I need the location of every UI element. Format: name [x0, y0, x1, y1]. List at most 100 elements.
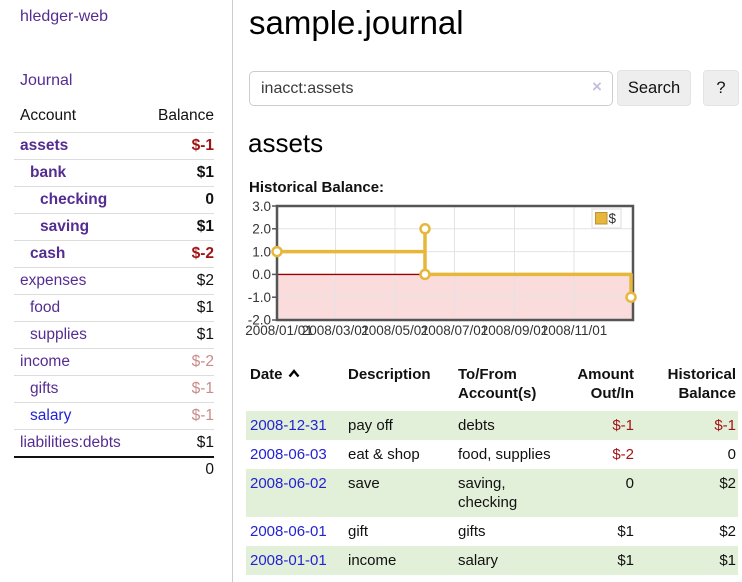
- data-point-2008-06-01: [419, 223, 431, 235]
- account-link-cash[interactable]: cash: [30, 245, 66, 262]
- svg-text:2008/11/01: 2008/11/01: [541, 323, 608, 338]
- svg-text:3.0: 3.0: [252, 199, 271, 214]
- account-row-liabilities-debts: liabilities:debts $1: [14, 429, 214, 458]
- svg-text:2.0: 2.0: [252, 222, 271, 237]
- accounts-table: Account Balance assets $-1 bank $1 check…: [14, 103, 214, 482]
- register-row: 2008-12-31 pay off debts $-1 $-1: [246, 411, 738, 440]
- svg-text:-1.0: -1.0: [248, 290, 271, 305]
- account-row-expenses: expenses $2: [14, 267, 214, 295]
- transaction-date-link[interactable]: 2008-06-01: [250, 523, 327, 540]
- search-input[interactable]: [249, 71, 613, 106]
- svg-text:2008/07/01: 2008/07/01: [421, 323, 489, 338]
- account-link-income[interactable]: income: [20, 353, 70, 370]
- register-header-accounts: To/From Account(s): [458, 366, 537, 402]
- svg-text:2008/01/01: 2008/01/01: [245, 323, 313, 338]
- account-balance: $1: [196, 434, 214, 451]
- accounts-header-balance: Balance: [157, 107, 214, 124]
- account-balance: $1: [196, 218, 214, 235]
- transaction-balance: $-1: [714, 417, 736, 434]
- register-row: 2008-06-03 eat & shop food, supplies $-2…: [246, 440, 738, 469]
- account-row-gifts: gifts $-1: [14, 375, 214, 403]
- legend-swatch-icon: [595, 212, 608, 225]
- transaction-description: eat & shop: [348, 446, 420, 463]
- transaction-accounts: saving, checking: [458, 475, 518, 511]
- transaction-amount: $-2: [612, 446, 634, 463]
- transaction-accounts: gifts: [458, 523, 486, 540]
- transaction-date-link[interactable]: 2008-01-01: [250, 552, 327, 569]
- account-link-salary[interactable]: salary: [30, 407, 72, 424]
- transaction-balance: $2: [719, 523, 736, 540]
- transaction-accounts: salary: [458, 552, 499, 569]
- account-balance: $-2: [191, 245, 214, 262]
- account-link-supplies[interactable]: supplies: [30, 326, 87, 343]
- transaction-description: pay off: [348, 417, 393, 434]
- app-title-link[interactable]: hledger-web: [20, 8, 109, 25]
- register-header-date-label: Date: [250, 366, 283, 383]
- account-link-bank[interactable]: bank: [30, 164, 67, 181]
- sidebar-item-journal[interactable]: Journal: [20, 72, 73, 89]
- transaction-date-link[interactable]: 2008-06-03: [250, 446, 327, 463]
- accounts-total-value: 0: [205, 461, 214, 478]
- account-row-saving: saving $1: [14, 213, 214, 241]
- register-header-description: Description: [348, 366, 431, 383]
- transaction-description: gift: [348, 523, 369, 540]
- svg-text:1.0: 1.0: [252, 244, 271, 259]
- account-link-assets[interactable]: assets: [20, 137, 69, 154]
- register-header-amount: Amount Out/In: [577, 366, 634, 402]
- data-point-2008-12-31: [625, 291, 637, 303]
- register-header-date[interactable]: Date: [246, 362, 344, 411]
- account-link-expenses[interactable]: expenses: [20, 272, 87, 289]
- account-balance: $-1: [191, 137, 214, 154]
- search-button[interactable]: Search: [617, 70, 691, 106]
- balance-series-markers: [271, 223, 637, 303]
- account-link-checking[interactable]: checking: [40, 191, 108, 208]
- sort-ascending-icon: [288, 369, 299, 378]
- svg-text:0.0: 0.0: [252, 267, 271, 282]
- chart-border: [275, 204, 635, 322]
- transaction-balance: 0: [727, 446, 736, 463]
- account-row-bank: bank $1: [14, 159, 214, 187]
- transaction-date-link[interactable]: 2008-12-31: [250, 417, 327, 434]
- transaction-description: income: [348, 552, 397, 569]
- accounts-total-row: 0: [14, 457, 214, 482]
- account-link-liabilities-debts[interactable]: liabilities:debts: [20, 434, 121, 451]
- svg-text:2008/09/01: 2008/09/01: [481, 323, 549, 338]
- transaction-amount: $1: [617, 523, 634, 540]
- transaction-balance: $1: [719, 552, 736, 569]
- help-button[interactable]: ?: [703, 70, 739, 106]
- transaction-amount: 0: [625, 475, 634, 492]
- register-header-balance: Historical Balance: [667, 366, 736, 402]
- chart-x-labels: 2008/01/01 2008/03/01 2008/05/01 2008/07…: [245, 323, 607, 338]
- register-row: 2008-01-01 income salary $1 $1: [246, 546, 738, 575]
- account-row-checking: checking 0: [14, 186, 214, 214]
- register-row: 2008-06-02 save saving, checking 0 $2: [246, 469, 738, 517]
- historical-balance-chart: $ 3.0 2.0 1.0 0.0 -1.0 -2.0 2008/01/01 2…: [245, 199, 637, 338]
- account-balance: $1: [196, 164, 214, 181]
- legend-label: $: [609, 211, 617, 226]
- accounts-header-row: Account Balance: [14, 103, 214, 133]
- chart-gridlines: [277, 206, 633, 320]
- account-row-food: food $1: [14, 294, 214, 322]
- account-row-income: income $-2: [14, 348, 214, 376]
- account-link-saving[interactable]: saving: [40, 218, 90, 235]
- account-link-food[interactable]: food: [30, 299, 61, 316]
- transaction-description: save: [348, 475, 380, 492]
- chart-legend: $: [591, 208, 622, 229]
- account-balance: $1: [196, 326, 214, 343]
- transaction-amount: $1: [617, 552, 634, 569]
- account-balance: $1: [196, 299, 214, 316]
- accounts-header-account: Account: [20, 107, 77, 124]
- svg-text:-2.0: -2.0: [248, 313, 271, 328]
- clear-search-icon[interactable]: ×: [592, 77, 602, 96]
- account-row-assets: assets $-1: [14, 132, 214, 160]
- chart-y-labels: 3.0 2.0 1.0 0.0 -1.0 -2.0: [248, 199, 271, 328]
- data-point-2008-01-01: [271, 245, 283, 258]
- transaction-date-link[interactable]: 2008-06-02: [250, 475, 327, 492]
- account-balance: 0: [205, 191, 214, 208]
- account-link-gifts[interactable]: gifts: [30, 380, 59, 397]
- account-balance: $-1: [191, 407, 214, 424]
- account-row-cash: cash $-2: [14, 240, 214, 268]
- account-balance: $-1: [191, 380, 214, 397]
- balance-series-line: [277, 227, 633, 298]
